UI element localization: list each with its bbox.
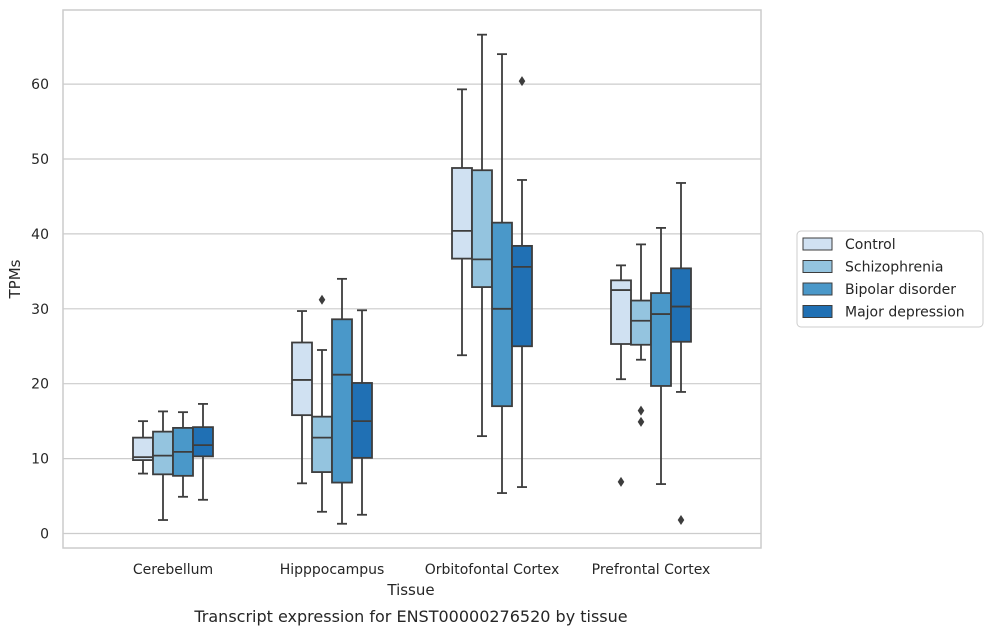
legend-swatch (802, 305, 833, 318)
legend-label: Schizophrenia (845, 260, 943, 276)
box-schizophrenia-1 (311, 294, 333, 513)
outlier-point (637, 416, 645, 427)
box-major-depression-3 (670, 182, 692, 526)
iqr-box (670, 267, 692, 343)
iqr-box (491, 221, 513, 408)
x-axis-title: Tissue (386, 581, 434, 599)
box-schizophrenia-3 (630, 243, 652, 427)
outlier-point (318, 294, 326, 305)
box-major-depression-1 (351, 309, 373, 516)
box-major-depression-2 (511, 76, 533, 488)
y-tick-label: 0 (40, 527, 49, 543)
legend-label: Major depression (845, 305, 965, 321)
box-schizophrenia-0 (152, 410, 174, 521)
legend-frame (796, 230, 984, 328)
iqr-box (451, 167, 473, 260)
y-tick-labels: 0 10 20 30 40 50 60 (31, 77, 49, 542)
box-control-2 (451, 88, 473, 357)
iqr-box (630, 299, 652, 346)
y-tick-label: 10 (31, 452, 49, 468)
box-major-depression-0 (192, 403, 214, 501)
y-axis-title: TPMs (6, 259, 24, 299)
iqr-box (650, 292, 672, 387)
legend-swatch (802, 237, 833, 251)
x-tick-label: Hipppocampus (280, 562, 385, 578)
y-tick-label: 50 (31, 152, 49, 168)
legend: Control Schizophrenia Bipolar disorder Majo… (796, 230, 984, 328)
chart-title: Transcript expression for ENST0000027652… (193, 607, 627, 626)
legend-swatch (802, 260, 833, 273)
outlier-point (617, 476, 625, 487)
iqr-box (471, 169, 493, 288)
x-tick-label: Prefrontal Cortex (592, 562, 711, 578)
outlier-point (637, 405, 645, 416)
iqr-box (511, 244, 533, 348)
iqr-box (192, 426, 214, 458)
box-control-1 (291, 310, 313, 485)
y-tick-label: 40 (31, 227, 49, 243)
x-tick-label: Orbitofontal Cortex (425, 562, 560, 578)
box-control-0 (132, 420, 154, 475)
outlier-point (518, 76, 526, 87)
box-bipolar-disorder-2 (491, 53, 513, 494)
y-tick-label: 60 (31, 77, 49, 93)
box-control-3 (610, 264, 632, 487)
legend-swatch (802, 282, 833, 296)
outlier-point (677, 515, 685, 526)
box-bipolar-disorder-0 (172, 411, 194, 498)
iqr-box (311, 415, 333, 473)
iqr-box (331, 318, 353, 484)
box-bipolar-disorder-3 (650, 227, 672, 485)
x-tick-labels: Cerebellum Hipppocampus Orbitofontal Corte… (133, 562, 710, 578)
y-tick-label: 20 (31, 377, 49, 393)
x-tick-label: Cerebellum (133, 562, 213, 578)
y-tick-label: 30 (31, 302, 49, 318)
box-schizophrenia-2 (471, 33, 493, 438)
box-groups (132, 33, 692, 526)
box-bipolar-disorder-1 (331, 277, 353, 525)
plot-frame (62, 9, 762, 549)
iqr-box (152, 430, 174, 476)
legend-label: Bipolar disorder (845, 282, 956, 298)
iqr-box (291, 341, 313, 417)
legend-label: Control (845, 237, 896, 253)
